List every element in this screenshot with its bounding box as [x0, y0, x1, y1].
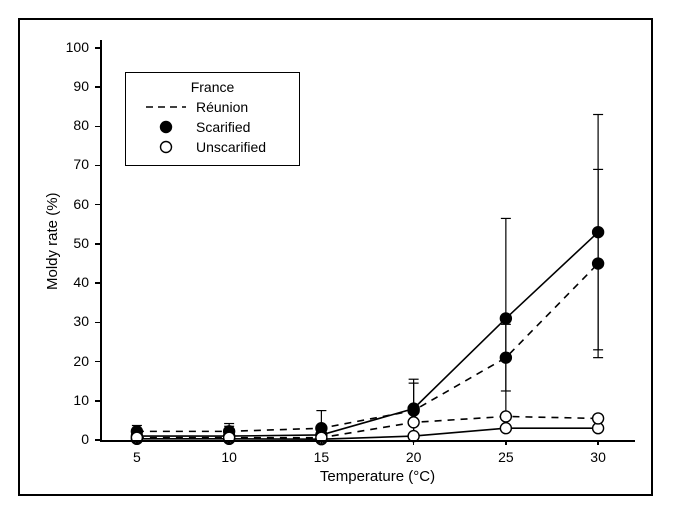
y-tick-label: 90: [20, 78, 89, 94]
y-tick-label: 80: [20, 117, 89, 133]
y-tick-label: 10: [20, 392, 89, 408]
legend-marker-icon: [144, 119, 188, 135]
x-axis-title: Temperature (°C): [298, 468, 458, 485]
y-tick-label: 20: [20, 353, 89, 369]
x-tick-label: 15: [301, 449, 341, 465]
x-tick-label: 20: [394, 449, 434, 465]
legend-row: Scarified: [144, 117, 281, 137]
marker-france-unscarified: [500, 423, 511, 434]
y-tick-label: 50: [20, 235, 89, 251]
marker-reunion-scarified: [593, 258, 604, 269]
y-tick-label: 30: [20, 313, 89, 329]
legend-label: Unscarified: [196, 139, 266, 155]
legend-row: Unscarified: [144, 137, 281, 157]
marker-france-scarified: [593, 227, 604, 238]
marker-reunion-scarified: [408, 405, 419, 416]
x-tick-label: 10: [209, 449, 249, 465]
legend-title: France: [144, 79, 281, 95]
legend-label: Réunion: [196, 99, 248, 115]
y-tick-label: 100: [20, 39, 89, 55]
marker-reunion-unscarified: [593, 413, 604, 424]
chart-frame: Moldy rate (%) Temperature (°C) 01020304…: [18, 18, 653, 496]
y-tick-label: 40: [20, 274, 89, 290]
x-tick-label: 30: [578, 449, 618, 465]
series-line-reunion-scarified: [137, 264, 598, 432]
legend: France Réunion Scarified Unscarified: [125, 72, 300, 166]
y-tick-label: 70: [20, 156, 89, 172]
legend-line-icon: [144, 99, 188, 115]
legend-label: Scarified: [196, 119, 250, 135]
marker-reunion-scarified: [500, 352, 511, 363]
y-tick-label: 0: [20, 431, 89, 447]
y-tick-label: 60: [20, 196, 89, 212]
legend-marker-icon: [144, 139, 188, 155]
legend-row: Réunion: [144, 97, 281, 117]
marker-reunion-unscarified: [500, 411, 511, 422]
plot-area: [20, 20, 655, 460]
marker-france-scarified: [500, 313, 511, 324]
x-tick-label: 25: [486, 449, 526, 465]
marker-reunion-unscarified: [408, 417, 419, 428]
series-line-reunion-unscarified: [137, 416, 598, 437]
x-tick-label: 5: [117, 449, 157, 465]
